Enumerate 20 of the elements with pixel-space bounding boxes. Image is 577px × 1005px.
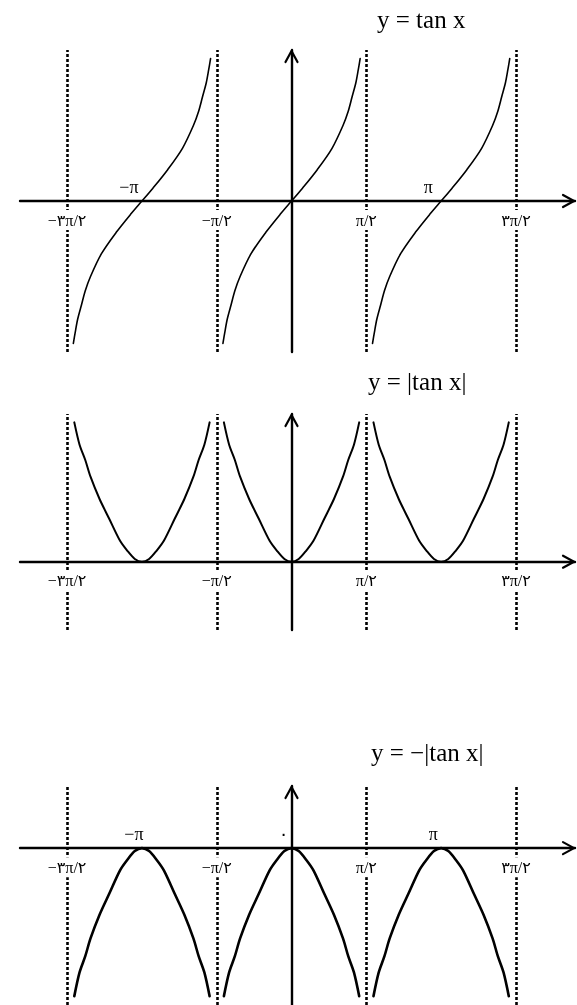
chart-title: y = tan x — [377, 6, 466, 33]
x-tick-label: −۳π/۲ — [47, 211, 87, 229]
x-tick-label: π/۲ — [355, 858, 377, 876]
chart-title: y = |tan x| — [368, 368, 467, 395]
annotation: π — [423, 177, 433, 197]
x-tick-label: ۳π/۲ — [501, 211, 531, 229]
x-tick-label: −π/۲ — [201, 211, 232, 229]
x-tick-label: −۳π/۲ — [47, 858, 87, 876]
chart-title: y = −|tan x| — [371, 739, 484, 766]
annotation: ۰ — [278, 824, 289, 845]
x-tick-label: π/۲ — [355, 572, 377, 590]
x-tick-label: −۳π/۲ — [47, 572, 87, 590]
x-tick-label: ۳π/۲ — [501, 572, 531, 590]
x-tick-label: −π/۲ — [201, 858, 232, 876]
x-tick-label: π/۲ — [355, 211, 377, 229]
annotation: −π — [119, 177, 139, 197]
x-tick-label: −π/۲ — [201, 572, 232, 590]
annotation: π — [428, 824, 438, 845]
annotation: −π — [124, 824, 144, 845]
x-tick-label: ۳π/۲ — [501, 858, 531, 876]
